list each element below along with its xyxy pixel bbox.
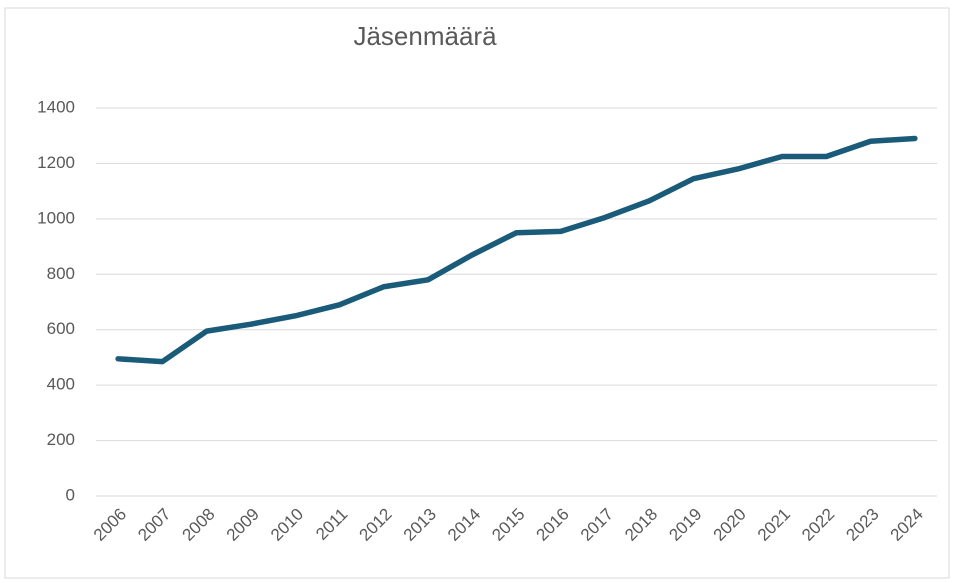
- y-tick-label: 1200: [37, 153, 75, 172]
- y-tick-label: 800: [47, 264, 75, 283]
- data-line: [115, 135, 918, 365]
- y-tick-label: 0: [66, 485, 75, 504]
- y-tick-label: 1400: [37, 97, 75, 116]
- y-tick-label: 1000: [37, 208, 75, 227]
- y-tick-label: 400: [47, 375, 75, 394]
- chart-frame: [4, 7, 950, 579]
- y-tick-label: 600: [47, 319, 75, 338]
- chart-title: Jäsenmäärä: [353, 21, 497, 51]
- y-tick-label: 200: [47, 430, 75, 449]
